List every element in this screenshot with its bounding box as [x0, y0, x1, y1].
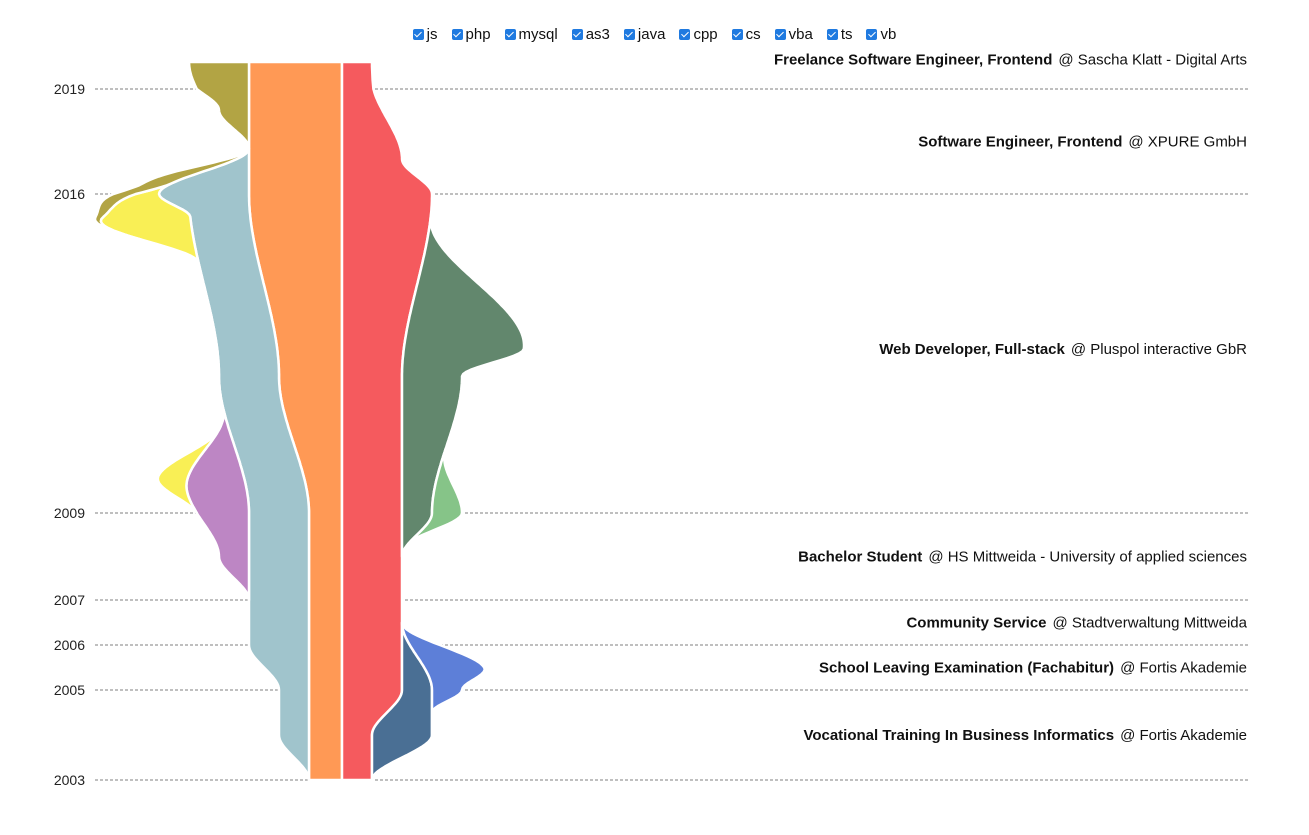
label-layer: Freelance Software Engineer, Frontend @ S… — [774, 51, 1248, 744]
job-org: @ Fortis Akademie — [1120, 660, 1247, 677]
legend-checkbox-vb[interactable] — [866, 29, 878, 40]
job-title: School Leaving Examination (Fachabitur) — [819, 660, 1114, 677]
area-vb[interactable] — [407, 447, 464, 545]
legend-item-java[interactable]: java — [623, 25, 666, 45]
year-tick-label: 2003 — [54, 772, 85, 788]
job-org: @ XPURE GmbH — [1128, 134, 1247, 151]
job-org: @ Pluspol interactive GbR — [1071, 341, 1247, 358]
job-title: Vocational Training In Business Informat… — [803, 727, 1114, 744]
legend-item-vb[interactable]: vb — [866, 25, 896, 45]
legend-item-js[interactable]: js — [412, 25, 438, 45]
legend-item-php[interactable]: php — [451, 25, 491, 45]
job-label: School Leaving Examination (Fachabitur) @… — [819, 660, 1247, 677]
job-org: @ Fortis Akademie — [1120, 727, 1247, 744]
job-label: Freelance Software Engineer, Frontend @ S… — [774, 51, 1247, 68]
legend-item-cpp[interactable]: cpp — [679, 25, 718, 45]
legend-label-vb: vb — [880, 26, 897, 43]
job-title: Community Service — [906, 615, 1046, 632]
legend-item-as3[interactable]: as3 — [571, 25, 610, 45]
legend-checkbox-as3[interactable] — [571, 29, 583, 40]
legend: js php mysql as3 java cpp cs vba ts vb — [0, 25, 1309, 45]
job-title: Software Engineer, Frontend — [918, 134, 1122, 151]
job-label: Community Service @ Stadtverwaltung Mittw… — [906, 615, 1247, 632]
year-tick-label: 2019 — [54, 81, 85, 97]
job-label: Bachelor Student @ HS Mittweida - Univers… — [798, 549, 1247, 566]
year-tick-label: 2016 — [54, 186, 85, 202]
job-title: Bachelor Student — [798, 549, 922, 566]
legend-label-as3: as3 — [585, 26, 610, 43]
job-title: Web Developer, Full-stack — [879, 341, 1065, 358]
job-title: Freelance Software Engineer, Frontend — [774, 51, 1052, 68]
job-label: Vocational Training In Business Informat… — [803, 727, 1247, 744]
legend-item-ts[interactable]: ts — [826, 25, 853, 45]
legend-item-vba[interactable]: vba — [774, 25, 813, 45]
job-label: Software Engineer, Frontend @ XPURE GmbH — [918, 134, 1247, 151]
legend-checkbox-js[interactable] — [412, 29, 424, 40]
legend-label-vba: vba — [788, 26, 813, 43]
area-ts[interactable] — [400, 621, 486, 737]
legend-checkbox-cs[interactable] — [731, 29, 743, 40]
legend-item-mysql[interactable]: mysql — [504, 25, 558, 45]
year-tick-label: 2007 — [54, 592, 85, 608]
year-tick-label: 2006 — [54, 637, 85, 653]
year-tick-label: 2005 — [54, 682, 85, 698]
legend-checkbox-java[interactable] — [623, 29, 635, 40]
legend-label-mysql: mysql — [518, 26, 558, 43]
legend-checkbox-cpp[interactable] — [679, 29, 691, 40]
legend-label-ts: ts — [840, 26, 853, 43]
job-label: Web Developer, Full-stack @ Pluspol inter… — [879, 341, 1247, 358]
legend-checkbox-php[interactable] — [451, 29, 463, 40]
job-org: @ Sascha Klatt - Digital Arts — [1058, 51, 1247, 68]
legend-item-cs[interactable]: cs — [731, 25, 761, 45]
legend-checkbox-vba[interactable] — [774, 29, 786, 40]
job-org: @ Stadtverwaltung Mittweida — [1053, 615, 1248, 632]
legend-label-cpp: cpp — [693, 26, 718, 43]
legend-label-java: java — [637, 26, 666, 43]
area-vba[interactable] — [93, 60, 251, 241]
legend-label-php: php — [465, 26, 491, 43]
legend-checkbox-ts[interactable] — [826, 29, 838, 40]
area-layer — [93, 60, 526, 782]
year-tick-label: 2009 — [54, 505, 85, 521]
job-org: @ HS Mittweida - University of applied s… — [928, 549, 1247, 566]
legend-checkbox-mysql[interactable] — [504, 29, 516, 40]
area-as3[interactable] — [400, 215, 526, 558]
legend-label-js: js — [426, 26, 438, 43]
legend-label-cs: cs — [745, 26, 761, 43]
